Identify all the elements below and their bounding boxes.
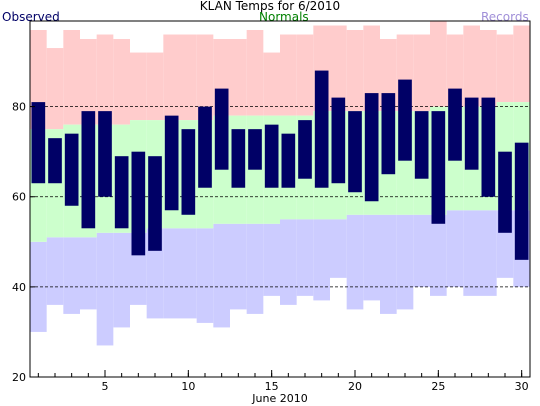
observed-bar-day-16 — [281, 133, 296, 188]
record-high-band-day-3 — [63, 30, 80, 125]
record-low-band-day-12 — [213, 223, 230, 328]
observed-bar-day-20 — [348, 111, 362, 193]
y-tick-label-40: 40 — [12, 281, 26, 294]
record-high-band-day-14 — [246, 30, 264, 116]
record-low-band-day-22 — [380, 214, 397, 314]
record-low-band-day-13 — [230, 223, 247, 310]
record-high-band-day-2 — [46, 48, 64, 130]
observed-bar-day-14 — [248, 129, 262, 170]
record-low-band-day-5 — [96, 232, 114, 346]
record-high-band-day-10 — [180, 34, 197, 121]
observed-bar-day-2 — [48, 138, 62, 184]
observed-bar-day-22 — [381, 93, 396, 175]
x-tick-label-20: 20 — [348, 380, 362, 393]
observed-bar-day-27 — [464, 97, 479, 170]
record-low-band-day-20 — [346, 214, 364, 310]
record-low-band-day-3 — [63, 237, 80, 314]
x-tick-label-30: 30 — [515, 380, 529, 393]
observed-bar-day-13 — [231, 129, 246, 188]
chart-title: KLAN Temps for 6/2010 — [199, 0, 341, 13]
record-high-band-day-13 — [230, 39, 247, 116]
grid-lines — [30, 106, 530, 288]
record-high-band-day-25 — [430, 21, 447, 107]
record-bands — [30, 21, 530, 346]
record-low-band-day-28 — [480, 210, 497, 296]
record-low-band-day-26 — [446, 210, 464, 287]
record-high-band-day-4 — [80, 39, 97, 125]
observed-bar-day-29 — [498, 151, 512, 233]
record-low-band-day-24 — [413, 214, 430, 287]
record-high-band-day-9 — [163, 34, 180, 121]
record-low-band-day-1 — [30, 241, 47, 332]
record-low-band-day-27 — [463, 210, 480, 296]
record-high-band-day-24 — [413, 34, 430, 112]
observed-bar-day-8 — [148, 156, 162, 251]
observed-bar-day-19 — [331, 97, 346, 184]
y-tick-label-20: 20 — [12, 371, 26, 384]
record-low-band-day-15 — [263, 223, 280, 296]
x-tick-label-5: 5 — [102, 380, 109, 393]
record-high-band-day-15 — [263, 52, 280, 116]
x-tick-label-10: 10 — [181, 380, 195, 393]
axes: 20 40 60 80 5 10 15 20 25 30 — [12, 20, 531, 393]
observed-bar-day-6 — [114, 156, 129, 229]
record-low-band-day-11 — [196, 228, 214, 323]
record-high-band-day-6 — [113, 39, 130, 125]
record-low-band-day-21 — [363, 214, 380, 301]
record-high-band-day-19 — [330, 25, 347, 112]
record-low-band-day-6 — [113, 232, 130, 328]
observed-bar-day-21 — [364, 93, 379, 202]
record-high-band-day-27 — [463, 25, 480, 107]
record-high-band-day-16 — [280, 34, 297, 116]
observed-bar-day-9 — [164, 115, 179, 211]
observed-bar-day-4 — [81, 111, 96, 229]
record-low-band-day-17 — [296, 219, 314, 296]
record-high-band-day-28 — [480, 30, 497, 107]
x-tick-label-15: 15 — [265, 380, 279, 393]
record-high-band-day-11 — [196, 34, 214, 121]
observed-bars — [31, 70, 529, 260]
observed-bar-day-15 — [264, 124, 279, 188]
record-high-band-day-29 — [496, 34, 514, 103]
record-low-band-day-25 — [430, 214, 447, 296]
observed-bar-day-7 — [131, 151, 146, 256]
record-low-band-day-10 — [180, 228, 197, 319]
record-low-band-day-9 — [163, 228, 180, 319]
observed-bar-day-26 — [448, 88, 462, 161]
record-high-band-day-20 — [346, 30, 364, 112]
x-tick-label-25: 25 — [431, 380, 445, 393]
observed-bar-day-1 — [31, 102, 46, 184]
record-low-band-day-23 — [396, 214, 414, 310]
record-high-band-day-5 — [96, 34, 114, 125]
record-low-band-day-19 — [330, 219, 347, 278]
record-low-band-day-16 — [280, 219, 297, 305]
observed-bar-day-17 — [298, 120, 312, 179]
record-high-band-day-8 — [146, 52, 164, 121]
observed-bar-day-25 — [431, 111, 446, 224]
record-high-band-day-21 — [363, 25, 380, 112]
record-high-band-day-30 — [513, 25, 530, 103]
observed-bar-day-11 — [198, 106, 212, 188]
observed-bar-day-3 — [64, 133, 79, 206]
observed-bar-day-24 — [414, 111, 429, 179]
observed-bar-day-10 — [181, 129, 196, 215]
observed-bar-day-28 — [481, 97, 496, 197]
observed-bar-day-30 — [514, 142, 529, 260]
y-tick-label-60: 60 — [12, 191, 26, 204]
record-low-band-day-18 — [313, 219, 330, 301]
record-low-band-day-4 — [80, 237, 97, 310]
observed-bar-day-18 — [314, 70, 329, 188]
y-tick-label-80: 80 — [12, 101, 26, 114]
record-low-band-day-14 — [246, 223, 264, 314]
record-low-band-day-2 — [46, 237, 64, 305]
plot-frame — [29, 20, 531, 378]
observed-bar-day-23 — [398, 79, 412, 161]
observed-bar-day-12 — [214, 88, 229, 170]
observed-bar-day-5 — [98, 111, 112, 197]
x-axis-label: June 2010 — [251, 392, 307, 405]
record-high-band-day-17 — [296, 34, 314, 116]
record-high-band-day-7 — [130, 52, 147, 121]
